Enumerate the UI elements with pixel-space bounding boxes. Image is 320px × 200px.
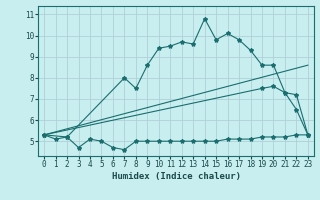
X-axis label: Humidex (Indice chaleur): Humidex (Indice chaleur) — [111, 172, 241, 181]
